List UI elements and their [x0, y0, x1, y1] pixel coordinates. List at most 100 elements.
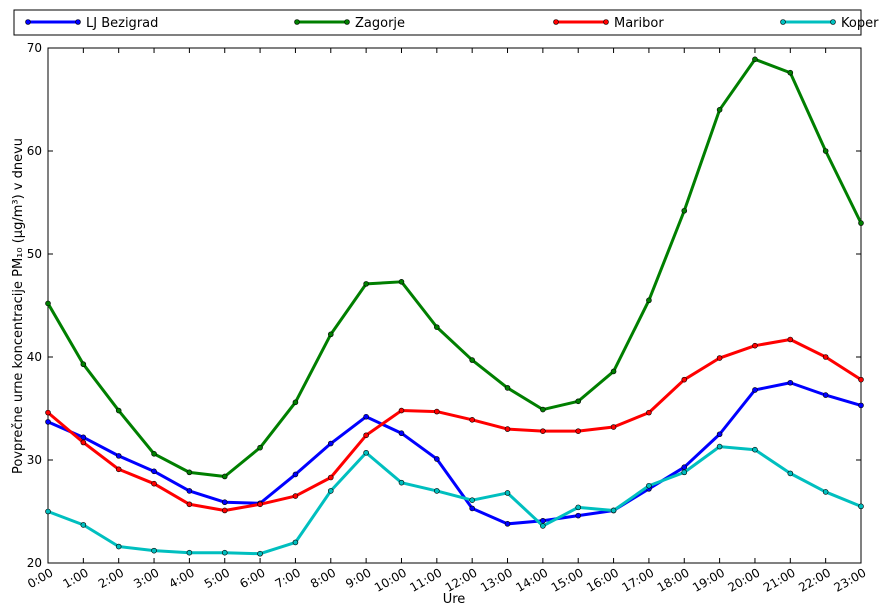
point [822, 392, 829, 398]
x-tick-label: 2:00 [96, 565, 126, 591]
point [752, 387, 758, 393]
point [646, 297, 652, 304]
point [858, 503, 864, 510]
point [398, 407, 405, 414]
series-line [47, 445, 862, 556]
point [327, 331, 334, 338]
point [221, 507, 228, 514]
point [398, 279, 405, 285]
point [45, 409, 51, 416]
legend-marker [553, 19, 559, 25]
point [292, 493, 299, 499]
x-tick-label: 19:00 [690, 565, 727, 594]
point [221, 549, 228, 556]
point [327, 474, 334, 481]
y-tick-label: 60 [27, 144, 42, 158]
x-tick-label: 16:00 [584, 565, 621, 594]
point [787, 470, 794, 477]
point [434, 456, 440, 462]
point [363, 281, 369, 287]
point [115, 466, 122, 473]
point [575, 428, 582, 434]
x-tick-label: 18:00 [655, 565, 692, 594]
point [292, 539, 299, 546]
point [45, 300, 51, 307]
point [327, 440, 334, 447]
point [681, 464, 688, 471]
legend-marker [780, 19, 786, 25]
point [434, 488, 440, 494]
point [752, 446, 758, 453]
point [221, 499, 228, 506]
point [469, 417, 475, 423]
point [257, 444, 263, 451]
point [540, 523, 546, 529]
point [186, 549, 193, 556]
point [504, 521, 511, 527]
point [610, 424, 617, 430]
x-tick-label: 11:00 [407, 565, 444, 594]
point [115, 453, 122, 459]
point [716, 431, 723, 438]
point [646, 482, 652, 489]
y-tick-label: 70 [27, 41, 42, 55]
x-tick-label: 1:00 [61, 565, 91, 591]
x-tick-label: 6:00 [237, 565, 267, 591]
point [186, 501, 193, 508]
point [257, 501, 263, 508]
point [151, 547, 157, 554]
x-tick-label: 9:00 [343, 565, 373, 591]
x-tick-label: 8:00 [308, 565, 338, 591]
point [469, 505, 475, 512]
x-tick-label: 3:00 [131, 565, 161, 591]
x-tick-label: 15:00 [549, 565, 586, 594]
point [80, 439, 87, 446]
legend-marker [25, 19, 31, 25]
point [610, 368, 617, 375]
y-tick-label: 20 [27, 556, 42, 570]
point [575, 504, 582, 511]
point [646, 409, 652, 416]
y-axis-label: Povprečne urne koncentracije PM₁₀ (μg/m³… [11, 138, 26, 474]
y-tick-label: 50 [27, 247, 42, 261]
point [504, 490, 511, 496]
x-tick-label: 7:00 [273, 565, 303, 591]
point [292, 399, 299, 406]
point [575, 398, 582, 405]
point [186, 469, 193, 476]
point [787, 69, 794, 76]
x-tick-label: 5:00 [202, 565, 232, 591]
point [469, 497, 475, 503]
point [186, 488, 193, 494]
series-line [47, 381, 862, 526]
point [716, 355, 723, 361]
x-tick-label: 10:00 [372, 565, 409, 594]
x-tick-label: 22:00 [796, 565, 833, 594]
point [822, 489, 829, 495]
point [115, 543, 122, 550]
point [327, 488, 334, 494]
x-tick-label: 14:00 [513, 565, 550, 594]
point [681, 207, 688, 214]
legend-marker [75, 19, 81, 25]
point [681, 469, 688, 476]
point [822, 354, 829, 360]
x-tick-label: 12:00 [443, 565, 480, 594]
point [858, 376, 864, 383]
point [292, 471, 299, 478]
point [752, 56, 758, 63]
point [434, 408, 440, 415]
point [504, 426, 511, 432]
point [363, 432, 369, 439]
series-line [47, 337, 862, 512]
point [787, 379, 794, 386]
x-tick-label: 17:00 [619, 565, 656, 594]
point [80, 361, 87, 368]
x-tick-label: 13:00 [478, 565, 515, 594]
point [540, 428, 546, 434]
legend-marker [603, 19, 609, 25]
point [151, 468, 157, 475]
legend-label: Zagorje [355, 16, 405, 31]
point [858, 402, 864, 409]
